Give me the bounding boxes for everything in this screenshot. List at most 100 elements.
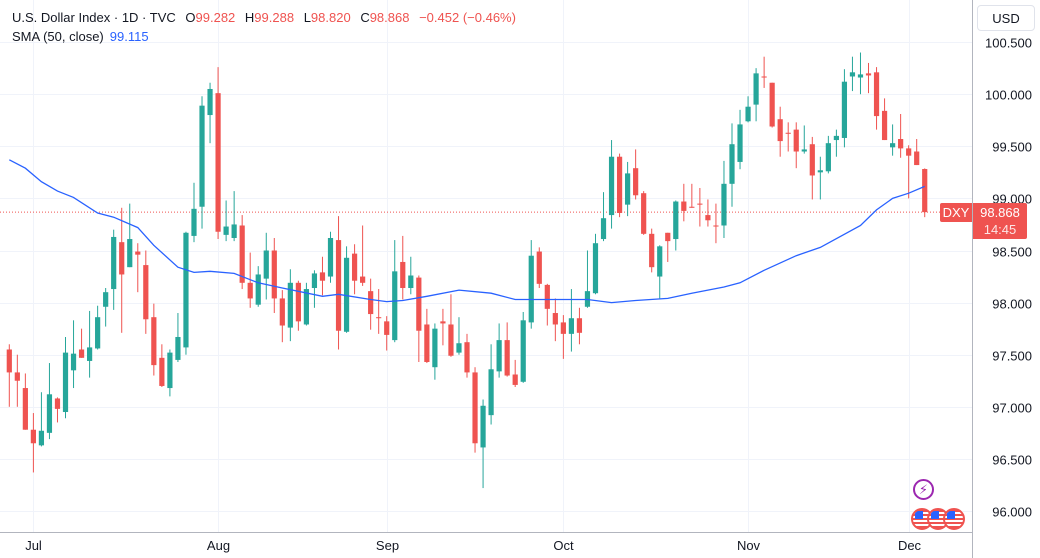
candle bbox=[841, 69, 848, 148]
candle bbox=[143, 250, 149, 334]
candle-body bbox=[400, 261, 406, 289]
candle bbox=[303, 282, 310, 326]
candle bbox=[6, 344, 12, 407]
candle-body bbox=[504, 340, 510, 376]
candle bbox=[175, 313, 181, 362]
candle bbox=[440, 308, 446, 346]
candle-body bbox=[801, 149, 807, 152]
close-label: C bbox=[360, 10, 370, 25]
candle-body bbox=[464, 342, 470, 373]
candle bbox=[881, 98, 888, 141]
candle bbox=[793, 122, 799, 169]
candle bbox=[295, 280, 301, 331]
candle-body bbox=[127, 239, 133, 268]
candle-body bbox=[544, 284, 550, 309]
candle bbox=[408, 256, 414, 295]
candle bbox=[62, 336, 69, 419]
candle-body bbox=[448, 324, 454, 356]
low-label: L bbox=[303, 10, 311, 25]
candle-body bbox=[432, 328, 438, 368]
candle-body bbox=[335, 240, 342, 331]
candle-body bbox=[247, 282, 253, 299]
candle-body bbox=[456, 343, 462, 353]
candle bbox=[544, 283, 550, 326]
price-tick-label: 100.000 bbox=[985, 87, 1032, 102]
candle bbox=[271, 237, 277, 314]
candle-body bbox=[87, 347, 93, 361]
price-tick-label: 97.000 bbox=[992, 400, 1032, 415]
candle-body bbox=[472, 372, 478, 444]
candle bbox=[833, 129, 839, 157]
candle-body bbox=[865, 73, 872, 76]
candle bbox=[633, 149, 639, 200]
candle-body bbox=[279, 298, 285, 326]
candle-body bbox=[809, 144, 815, 176]
candle bbox=[665, 232, 671, 262]
us-flag-icon[interactable] bbox=[943, 508, 965, 530]
price-tick-label: 100.500 bbox=[985, 35, 1032, 50]
candle bbox=[54, 397, 61, 423]
candle bbox=[713, 203, 719, 244]
symbol-title[interactable]: U.S. Dollar Index · 1D · TVC bbox=[12, 10, 176, 25]
candle bbox=[159, 344, 165, 388]
candle bbox=[343, 246, 350, 333]
candle bbox=[873, 67, 880, 130]
price-tick-label: 96.000 bbox=[992, 504, 1032, 519]
candle bbox=[287, 269, 293, 342]
candle bbox=[865, 62, 872, 94]
candle-body bbox=[906, 148, 912, 156]
candle bbox=[480, 399, 486, 489]
candle bbox=[263, 232, 269, 300]
candle bbox=[536, 247, 542, 289]
candle-body bbox=[46, 394, 53, 433]
candle bbox=[552, 298, 558, 342]
low-value: 98.820 bbox=[310, 10, 351, 25]
candle bbox=[392, 240, 398, 343]
candle bbox=[207, 82, 213, 144]
time-tick-label: Jul bbox=[25, 538, 42, 553]
candle-body bbox=[343, 257, 350, 332]
candle-body bbox=[761, 76, 767, 78]
candle-body bbox=[351, 253, 358, 281]
currency-button[interactable]: USD bbox=[977, 5, 1035, 31]
candle-body bbox=[78, 349, 85, 358]
candle-body bbox=[552, 313, 558, 325]
sma-label[interactable]: SMA (50, close) bbox=[12, 29, 104, 44]
candle-body bbox=[576, 318, 583, 333]
candle bbox=[311, 270, 318, 308]
candle-body bbox=[681, 201, 687, 211]
candle-body bbox=[239, 225, 245, 283]
candle bbox=[801, 125, 807, 154]
lightning-icon[interactable]: ⚡︎ bbox=[913, 479, 934, 500]
candle bbox=[681, 183, 687, 222]
candle-body bbox=[849, 72, 856, 77]
candle bbox=[592, 233, 599, 295]
candle-body bbox=[440, 321, 446, 324]
high-label: H bbox=[244, 10, 255, 25]
candle-body bbox=[713, 225, 719, 227]
candle-body bbox=[424, 324, 430, 362]
candle bbox=[520, 311, 526, 383]
candle bbox=[568, 289, 574, 352]
candle-body bbox=[14, 372, 20, 381]
candle-body bbox=[223, 226, 229, 235]
candle-body bbox=[199, 105, 205, 207]
candle-body bbox=[30, 429, 36, 444]
change-value: −0.452 (−0.46%) bbox=[419, 10, 516, 25]
time-tick-label: Sep bbox=[375, 538, 400, 553]
candle-body bbox=[384, 321, 390, 335]
candle bbox=[528, 240, 534, 329]
candle bbox=[376, 289, 382, 334]
candle-body bbox=[62, 352, 69, 413]
candle bbox=[464, 333, 470, 378]
candle-body bbox=[368, 291, 374, 315]
candle-body bbox=[6, 349, 12, 373]
time-tick-label: Oct bbox=[553, 538, 574, 553]
candle bbox=[488, 344, 494, 425]
candle-body bbox=[673, 201, 679, 240]
candle bbox=[761, 56, 767, 88]
candle bbox=[400, 235, 406, 300]
time-tick-label: Nov bbox=[736, 538, 761, 553]
candle bbox=[151, 303, 157, 376]
